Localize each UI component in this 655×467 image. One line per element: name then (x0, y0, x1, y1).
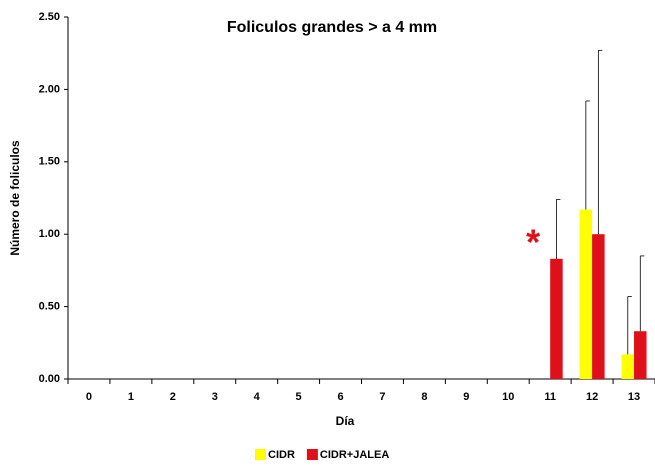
error-bar (597, 49, 603, 235)
x-tick-label: 8 (421, 391, 427, 403)
x-tick-label: 12 (586, 391, 598, 403)
x-tick-label: 11 (544, 391, 556, 403)
error-bar (585, 100, 590, 210)
legend-swatch (255, 449, 266, 460)
error-bar (639, 255, 645, 332)
chart-title: Foliculos grandes > a 4 mm (227, 19, 437, 36)
x-tick-label: 5 (296, 391, 302, 403)
x-tick-label: 9 (463, 391, 469, 403)
x-tick-label: 10 (502, 391, 514, 403)
x-tick-label: 6 (337, 391, 343, 403)
x-tick-label: 1 (128, 391, 134, 403)
bar (634, 331, 647, 379)
y-tick-label: 1.00 (39, 228, 60, 240)
y-tick-label: 2.00 (39, 83, 60, 95)
bar (550, 258, 563, 379)
legend-swatch (306, 449, 318, 460)
x-tick-label: 2 (170, 391, 176, 403)
x-axis-label: Día (336, 414, 355, 428)
bar (579, 209, 593, 379)
bar (592, 234, 605, 379)
x-tick-label: 0 (86, 391, 92, 403)
y-tick-label: 0.50 (39, 301, 60, 313)
y-axis-label: Número de foliculos (8, 140, 22, 256)
x-tick-label: 7 (379, 391, 385, 403)
annotation: * (526, 222, 540, 263)
error-bar (556, 199, 561, 259)
legend-label: CIDR+JALEA (320, 449, 389, 461)
legend-label: CIDR (268, 449, 295, 461)
x-tick-label: 3 (212, 391, 218, 403)
y-tick-label: 2.50 (39, 11, 60, 23)
x-tick-label: 4 (254, 391, 261, 403)
bar (621, 354, 635, 379)
x-tick-label: 13 (628, 391, 640, 403)
error-bar (627, 296, 632, 355)
y-tick-label: 0.00 (39, 373, 60, 385)
y-tick-label: 1.50 (39, 156, 60, 168)
